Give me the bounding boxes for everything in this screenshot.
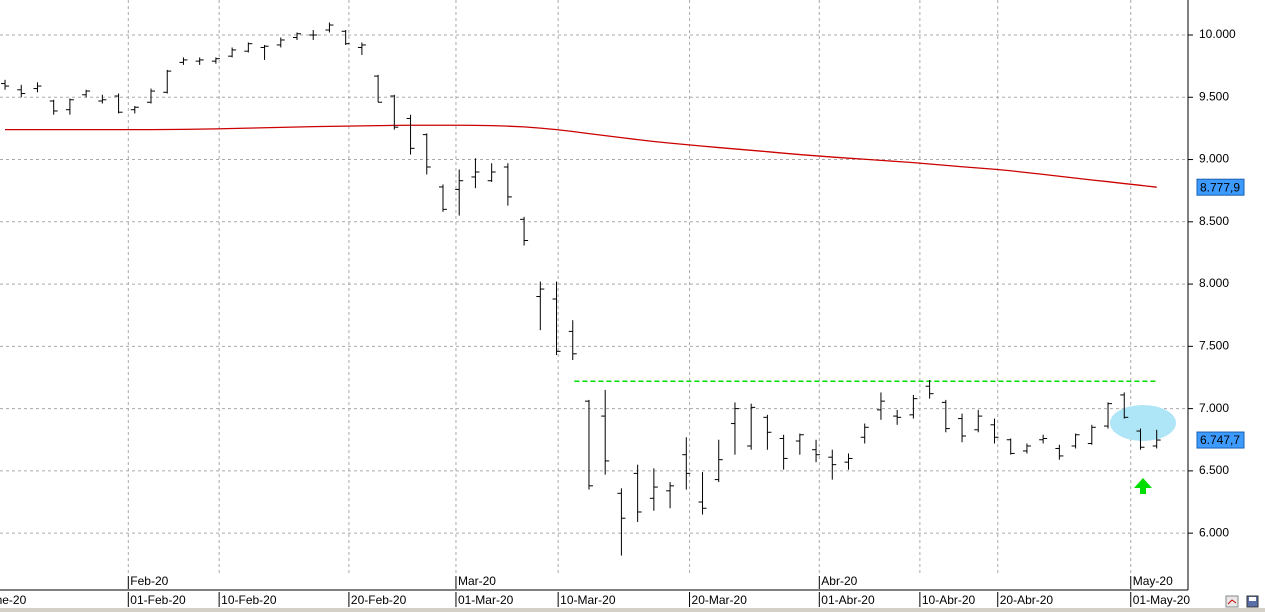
moving-average-line [5,124,1157,188]
month-label: Mar-20 [458,574,496,588]
toolbar-icons [1225,595,1259,608]
y-tick-label: 6.000 [1199,525,1229,539]
highlight-ellipse [1110,405,1176,441]
y-tick-label: 8.000 [1199,276,1229,290]
x-tick-label: Ene-20 [0,593,27,607]
month-label: Feb-20 [130,574,168,588]
icon-save-glyph [1249,597,1256,601]
month-label: Abr-20 [821,574,857,588]
grid [0,0,1188,575]
ma-last-box [1196,178,1245,196]
month-label: May-20 [1133,574,1173,588]
x-tick-label: 01-May-20 [1133,593,1191,607]
marks [1,22,1161,556]
icon-save[interactable] [1246,595,1259,608]
x-tick-label: 01-Feb-20 [130,593,186,607]
ma-last-label: 8.777,9 [1200,180,1240,194]
arrow-head [1134,478,1152,488]
x-tick-label: 10-Abr-20 [922,593,976,607]
y-tick-label: 9.000 [1199,152,1229,166]
icon-chart-glyph [1227,599,1237,605]
arrow-shaft [1140,487,1146,494]
y-tick-label: 7.500 [1199,339,1229,353]
status-strip [0,608,1265,612]
x-tick-label: 01-Abr-20 [821,593,875,607]
y-tick-label: 9.500 [1199,89,1229,103]
y-tick-label: 7.000 [1199,401,1229,415]
close-last-box [1196,431,1245,449]
y-tick-label: 8.500 [1199,214,1229,228]
y-tick-label: 6.500 [1199,463,1229,477]
x-tick-label: 10-Mar-20 [560,593,616,607]
x-tick-label: 20-Feb-20 [351,593,407,607]
x-tick-label: 20-Abr-20 [1000,593,1054,607]
up-arrow [1134,478,1152,494]
x-tick-label: 10-Feb-20 [221,593,277,607]
x-tick-label: 20-Mar-20 [692,593,748,607]
icon-chart[interactable] [1225,595,1239,608]
x-tick-label: 01-Mar-20 [458,593,514,607]
y-tick-label: 10.000 [1199,27,1236,41]
axes: 10.000 9.500 9.000 8.500 8.000 7.500 7.000 6.50… [0,27,1245,607]
close-last-label: 6.747,7 [1200,433,1240,447]
